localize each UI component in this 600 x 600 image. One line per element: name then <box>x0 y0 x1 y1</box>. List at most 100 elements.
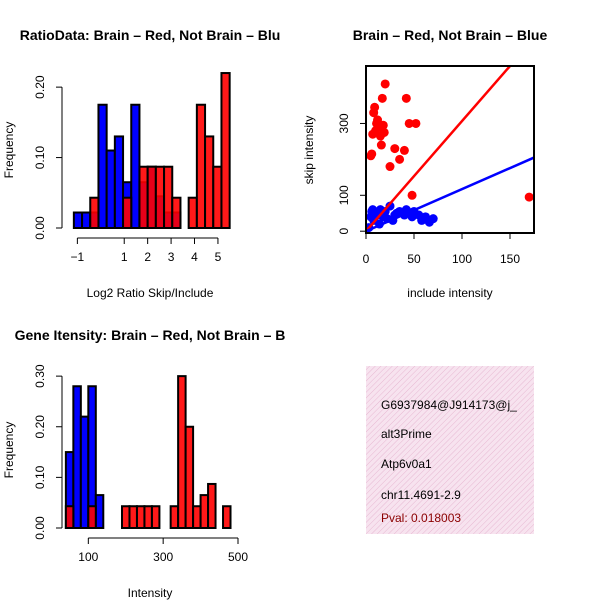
scatter-x-tick-label: 0 <box>363 252 370 266</box>
intensity-histogram-panel: Gene Itensity: Brain – Red, Not Brain – … <box>2 327 285 600</box>
info-locus: chr11.4691-2.9 <box>381 488 461 502</box>
scatter-chart-title: Brain – Red, Not Brain – Blue <box>353 27 548 43</box>
info-box: G6937984@J914173@j_ alt3Prime Atp6v0a1 c… <box>366 366 534 534</box>
scatter-axes: 0 50 100 150 0 100 300 <box>337 65 535 266</box>
ratio-bar-brain <box>89 196 100 229</box>
ratio-bar-brain <box>212 165 223 229</box>
scatter-point-brain <box>407 190 417 200</box>
scatter-point-brain <box>399 145 409 155</box>
ratio-bar-brain <box>171 196 182 229</box>
ratio-bar-not-brain <box>97 103 108 229</box>
intensity-bar-not-brain <box>72 385 82 529</box>
scatter-y-tick-label: 300 <box>337 113 351 133</box>
scatter-panel: Brain – Red, Not Brain – Blue include in… <box>302 27 547 300</box>
scatter-point-brain <box>376 140 386 150</box>
ratio-x-tick-label: 1 <box>121 250 128 264</box>
intensity-bar-brain <box>135 505 146 530</box>
ratio-bar-not-brain <box>130 103 141 229</box>
scatter-point-brain <box>401 93 411 103</box>
scatter-y-tick-label: 100 <box>337 185 351 205</box>
scatter-point-brain <box>378 120 388 130</box>
ratio-bar-not-brain <box>105 149 116 230</box>
ratio-y-tick-label: 0.00 <box>33 216 47 240</box>
intensity-bar-brain <box>150 505 161 530</box>
ratio-x-tick-label: 2 <box>144 250 151 264</box>
intensity-bar-brain <box>128 505 138 530</box>
scatter-x-tick-label: 100 <box>452 252 472 266</box>
intensity-bar-brain <box>199 494 210 529</box>
scatter-point-not-brain <box>385 201 395 211</box>
scatter-point-not-brain <box>428 214 438 224</box>
scatter-plot-frame <box>365 65 535 234</box>
info-box-background <box>366 366 534 534</box>
intensity-bar-brain <box>207 482 217 529</box>
ratio-bar-not-brain <box>81 211 92 230</box>
ratio-bar-not-brain <box>113 135 125 229</box>
scatter-x-axis-label: include intensity <box>407 286 492 300</box>
scatter-point-brain <box>367 149 377 159</box>
scatter-marks <box>366 66 534 233</box>
ratio-x-axis-label: Log2 Ratio Skip/Include <box>87 286 214 300</box>
scatter-point-brain <box>370 102 380 112</box>
scatter-point-brain <box>373 115 383 125</box>
ratio-bar-brain <box>195 103 207 229</box>
scatter-x-tick-label: 150 <box>500 252 520 266</box>
intensity-y-axis-label: Frequency <box>2 422 16 479</box>
scatter-clip-group <box>366 66 534 233</box>
intensity-bar-brain <box>87 505 97 530</box>
ratio-bars <box>72 72 231 230</box>
scatter-fit-line-not-brain <box>366 156 534 233</box>
scatter-x-tick-label: 50 <box>407 252 421 266</box>
intensity-y-tick-label: 0.20 <box>33 415 47 439</box>
intensity-bar-brain <box>169 505 180 530</box>
scatter-y-tick-label: 0 <box>337 228 351 235</box>
intensity-bar-not-brain <box>94 494 105 529</box>
scatter-point-brain <box>404 118 414 128</box>
intensity-x-axis-label: Intensity <box>128 586 173 600</box>
scatter-fit-line-brain <box>366 66 511 233</box>
ratio-bar-brain <box>163 165 174 229</box>
ratio-y-tick-label: 0.20 <box>33 75 47 99</box>
scatter-y-axis-label: skip intensity <box>302 116 316 185</box>
ratio-bar-brain <box>204 135 215 229</box>
info-gene-name: Atp6v0a1 <box>381 457 432 471</box>
intensity-axes: 100 300 500 0.00 0.10 0.20 0.30 <box>33 364 248 564</box>
ratio-chart-title: RatioData: Brain – Red, Not Brain – Blu <box>20 27 281 43</box>
intensity-bar-brain <box>121 505 131 530</box>
ratio-bar-brain <box>220 72 231 230</box>
ratio-bar-not-brain <box>72 211 84 230</box>
info-event-type: alt3Prime <box>381 427 432 441</box>
intensity-chart-title: Gene Itensity: Brain – Red, Not Brain – … <box>15 327 286 343</box>
ratio-axes: −1 1 2 3 4 5 0.00 0.10 0.20 <box>33 75 222 264</box>
intensity-y-tick-label: 0.00 <box>33 516 47 540</box>
intensity-x-tick-label: 500 <box>228 550 248 564</box>
intensity-bar-brain <box>184 425 195 529</box>
intensity-x-tick-label: 100 <box>78 550 98 564</box>
scatter-point-brain <box>379 127 389 137</box>
ratio-y-tick-label: 0.10 <box>33 146 47 170</box>
ratio-bar-brain <box>138 165 149 229</box>
ratio-x-tick-label: 5 <box>215 250 222 264</box>
ratio-x-tick-label: 4 <box>191 250 198 264</box>
intensity-bars <box>64 375 232 530</box>
ratio-bar-brain <box>146 165 157 229</box>
intensity-y-tick-label: 0.30 <box>33 364 47 388</box>
info-event-id: G6937984@J914173@j_ <box>381 398 517 412</box>
ratio-histogram-panel: RatioData: Brain – Red, Not Brain – Blu … <box>2 27 280 300</box>
intensity-bar-not-brain <box>79 415 90 529</box>
scatter-point-brain <box>380 79 390 89</box>
ratio-x-tick-label: 3 <box>168 250 175 264</box>
intensity-bar-brain <box>177 375 187 529</box>
scatter-point-brain <box>395 154 405 164</box>
intensity-bar-brain <box>222 505 232 530</box>
intensity-bar-brain <box>192 505 202 530</box>
ratio-bar-brain <box>154 165 166 229</box>
scatter-point-brain <box>385 162 395 172</box>
intensity-bar-brain <box>64 505 75 530</box>
intensity-bar-brain <box>143 505 153 530</box>
intensity-x-tick-label: 300 <box>153 550 173 564</box>
ratio-x-tick-label: −1 <box>71 250 85 264</box>
scatter-point-brain <box>390 144 400 154</box>
intensity-y-tick-label: 0.10 <box>33 465 47 489</box>
ratio-y-axis-label: Frequency <box>2 122 16 179</box>
